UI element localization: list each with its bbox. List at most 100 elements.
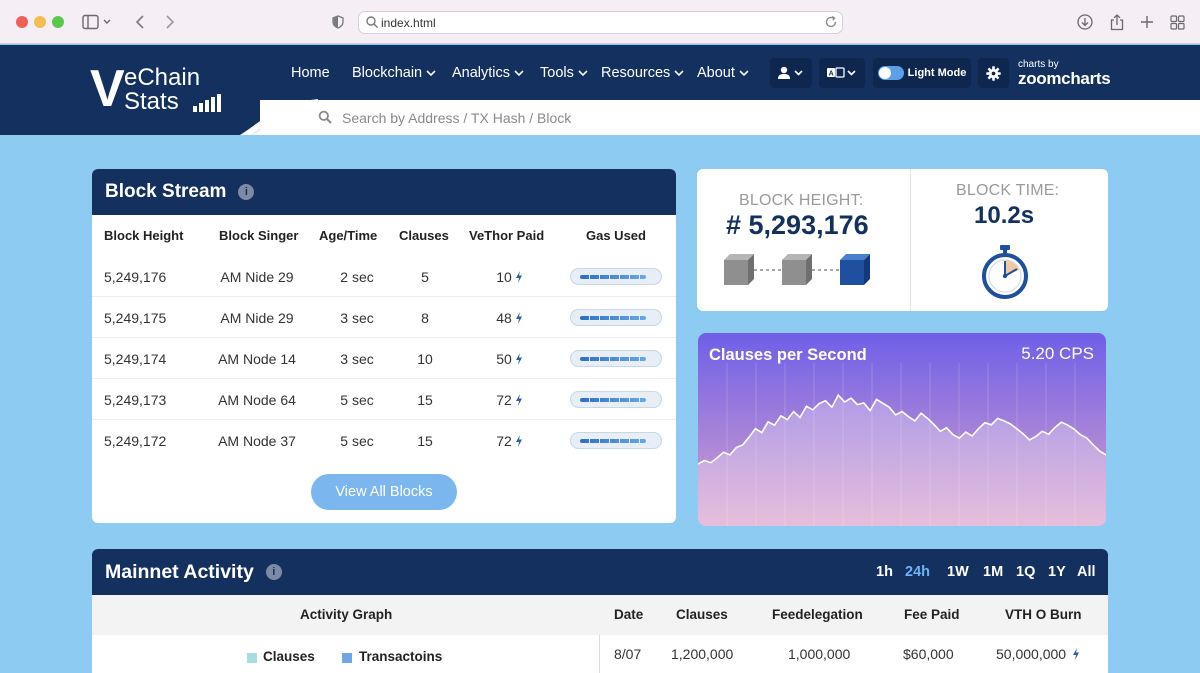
cell-block-height: 5,249,172 — [104, 432, 167, 449]
info-icon[interactable]: i — [238, 184, 255, 200]
user-icon — [778, 66, 803, 79]
range-tab[interactable]: All — [1077, 564, 1096, 580]
range-tab[interactable]: 1Q — [1016, 564, 1036, 580]
cell-clauses: 1,200,000 — [671, 646, 734, 662]
cell-age: 5 sec — [340, 391, 374, 408]
cell-vethor-value: 72 — [496, 432, 512, 449]
cell-vethor-paid: 10 — [472, 256, 547, 297]
cell-age: 3 sec — [340, 309, 374, 326]
logo-line2: Stats — [124, 88, 179, 115]
address-bar[interactable]: index.html — [358, 11, 843, 34]
share-icon[interactable] — [1108, 11, 1126, 33]
vechainstats-logo[interactable]: V eChain Stats — [90, 60, 230, 118]
cps-area-chart[interactable] — [698, 333, 1106, 526]
nav-blockchain[interactable]: Blockchain — [352, 63, 436, 83]
cell-age: 3 sec — [340, 350, 374, 367]
search-icon — [366, 16, 378, 28]
chevron-down-icon — [514, 70, 524, 77]
cell-block-signer: AM Node 37 — [218, 432, 296, 449]
zoom-window-button[interactable] — [52, 16, 64, 28]
cell-clauses: 5 — [421, 268, 429, 285]
table-row[interactable]: 5,249,173 AM Node 64 5 sec 15 72 — [92, 379, 676, 420]
cps-value: 5.20 CPS — [1021, 344, 1094, 363]
gas-used-bar — [570, 309, 662, 326]
table-row[interactable]: 5,249,176 AM Nide 29 2 sec 5 10 — [92, 256, 676, 297]
cell-block-height: 5,249,176 — [104, 268, 167, 285]
range-tab[interactable]: 1M — [983, 564, 1004, 580]
zoomcharts-logo[interactable]: charts by zoomcharts — [1018, 59, 1111, 88]
legend-swatch-clauses — [247, 653, 257, 663]
cell-age: 5 sec — [340, 432, 374, 449]
address-text: index.html — [381, 16, 436, 30]
sidebar-toggle-icon[interactable] — [80, 11, 114, 33]
column-divider — [599, 635, 600, 673]
block-stream-title: Block Stream — [105, 181, 227, 202]
lightning-icon — [515, 393, 522, 406]
clauses-per-second-card: Clauses per Second 5.20 CPS — [698, 333, 1106, 526]
nav-about[interactable]: About — [697, 63, 749, 83]
light-mode-toggle[interactable]: Light Mode — [873, 58, 971, 88]
table-row[interactable]: 5,249,174 AM Node 14 3 sec 10 50 — [92, 338, 676, 379]
range-tab[interactable]: 1h — [876, 564, 893, 580]
search-icon — [318, 110, 332, 124]
lightning-icon — [515, 270, 522, 283]
cell-fee-paid: $60,000 — [903, 646, 954, 662]
range-tab[interactable]: 1Y — [1048, 564, 1066, 580]
view-all-blocks-button[interactable]: View All Blocks — [311, 474, 457, 510]
cell-clauses: 15 — [417, 432, 433, 449]
col-clauses: Clauses — [676, 607, 728, 622]
toggle-switch — [877, 66, 904, 80]
nav-analytics-label: Analytics — [452, 65, 511, 81]
cell-block-signer: AM Nide 29 — [220, 268, 294, 285]
cell-block-height: 5,249,174 — [104, 350, 167, 367]
lightning-icon — [515, 434, 522, 447]
gas-used-bar — [570, 391, 662, 408]
back-icon[interactable] — [132, 11, 148, 33]
col-block-signer: Block Singer — [219, 228, 299, 243]
logo-letter-v: V — [90, 60, 125, 118]
shield-icon[interactable] — [330, 11, 346, 33]
gas-used-bar — [570, 432, 662, 449]
info-icon[interactable]: i — [265, 564, 282, 580]
block-stream-header: Block Stream i — [92, 169, 676, 215]
cell-vethor-paid: 72 — [472, 379, 547, 420]
cell-vth-burn-value: 50,000,000 — [996, 646, 1067, 662]
gas-used-bar — [570, 350, 662, 367]
block-time-label: BLOCK TIME: — [956, 182, 1060, 199]
table-row[interactable]: 5,249,175 AM Nide 29 3 sec 8 48 — [92, 297, 676, 338]
cell-clauses: 15 — [417, 391, 433, 408]
cell-block-signer: AM Node 14 — [218, 350, 296, 367]
block-height-value: # 5,293,176 — [726, 210, 869, 240]
cell-feedelegation: 1,000,000 — [788, 646, 851, 662]
nav-resources[interactable]: Resources — [601, 63, 684, 83]
new-tab-icon[interactable] — [1138, 11, 1156, 33]
cps-title: Clauses per Second — [709, 346, 867, 364]
nav-about-label: About — [697, 65, 735, 81]
nav-analytics[interactable]: Analytics — [452, 63, 524, 83]
cell-vethor-value: 48 — [496, 309, 512, 326]
reload-icon[interactable] — [824, 15, 838, 29]
nav-tools[interactable]: Tools — [540, 63, 588, 83]
lightning-icon — [1073, 648, 1080, 660]
downloads-icon[interactable] — [1076, 11, 1094, 33]
range-tab[interactable]: 1W — [947, 564, 969, 580]
site-search-input[interactable]: Search by Address / TX Hash / Block — [260, 100, 1200, 134]
account-menu-button[interactable] — [770, 58, 812, 88]
mainnet-activity-card: Mainnet Activity i 1h 24h 1W 1M 1Q 1Y All Acti… — [92, 549, 1108, 673]
cell-block-height: 5,249,173 — [104, 391, 167, 408]
settings-button[interactable] — [978, 58, 1009, 88]
table-row[interactable]: 5,249,172 AM Node 37 5 sec 15 72 — [92, 420, 676, 461]
range-tab[interactable]: 24h — [905, 564, 930, 580]
forward-icon[interactable] — [162, 11, 178, 33]
cell-block-signer: AM Nide 29 — [220, 309, 294, 326]
minimize-window-button[interactable] — [34, 16, 46, 28]
nav-home[interactable]: Home — [291, 63, 330, 83]
legend-label-transactions: Transactoins — [359, 649, 443, 664]
close-window-button[interactable] — [16, 16, 28, 28]
cell-gas-used — [570, 379, 662, 420]
tab-overview-icon[interactable] — [1168, 11, 1186, 33]
mainnet-activity-title: Mainnet Activity — [105, 560, 254, 583]
mainnet-table-header: Activity Graph Date Clauses Feedelegatio… — [92, 595, 1108, 635]
table-header-row: Block Height Block Singer Age/Time Claus… — [92, 215, 676, 256]
language-menu-button[interactable]: A — [819, 58, 865, 88]
